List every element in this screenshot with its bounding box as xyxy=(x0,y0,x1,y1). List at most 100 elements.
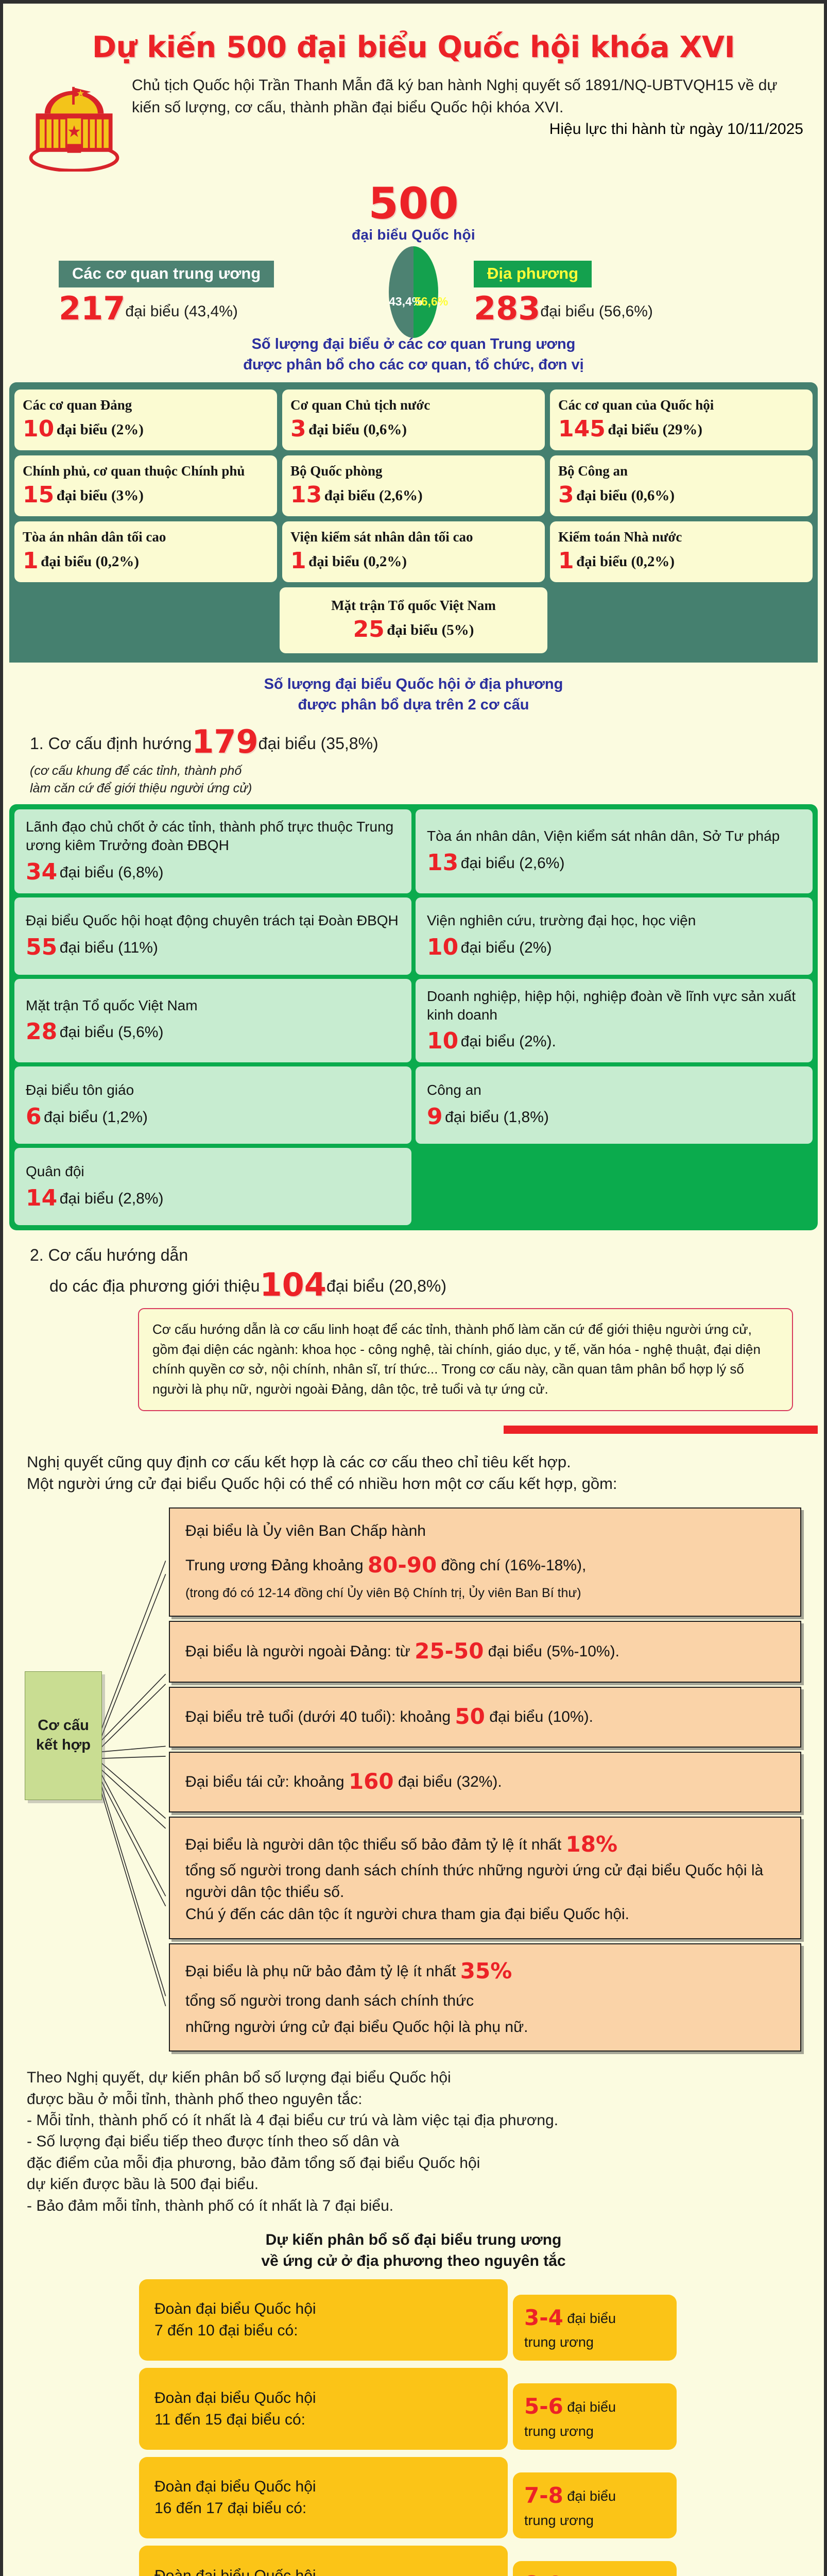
allocation-number: 5-6 xyxy=(524,2394,563,2419)
allocation-row: Đoàn đại biểu Quốc hội 16 đến 17 đại biể… xyxy=(27,2456,800,2539)
local-value: 283đại biểu (56,6%) xyxy=(474,290,762,327)
combined-item-line3: Chú ý đến các dân tộc ít người chưa tham… xyxy=(185,1905,630,1923)
directed-structure-grid: Lãnh đạo chủ chốt ở các tỉnh, thành phố … xyxy=(14,809,813,1226)
cell-label: Cơ quan Chủ tịch nước xyxy=(290,397,430,413)
directed-cell: Quân đội 14 đại biểu (2,8%) xyxy=(14,1148,411,1226)
structure2-number: 104 xyxy=(260,1266,326,1304)
central-cell: Viện kiểm sát nhân dân tối cao 1 đại biể… xyxy=(282,521,545,582)
central-cell: Các cơ quan Đảng 10 đại biểu (2%) xyxy=(14,389,277,450)
combined-item-line3: những người ứng cử đại biểu Quốc hội là … xyxy=(185,2018,528,2036)
cell-label: Tòa án nhân dân tối cao xyxy=(23,529,166,545)
split-central: Các cơ quan trung ương 217đại biểu (43,4… xyxy=(59,260,347,327)
local-heading-line2: được phân bổ dựa trên 2 cơ cấu xyxy=(298,696,529,713)
allocation-right-cell: 7-8 đại biểu trung ương xyxy=(513,2472,677,2539)
structure1-note-line2: làm căn cứ để giới thiệu người ứng cử) xyxy=(30,781,252,795)
central-wide-row: Mặt trận Tổ quốc Việt Nam 25 đại biểu (5… xyxy=(14,587,813,653)
combined-item: Đại biểu là Ủy viên Ban Chấp hành Trung … xyxy=(169,1507,801,1617)
title-section: Dự kiến 500 đại biểu Quốc hội khóa XVI xyxy=(3,4,824,67)
cell-text: đại biểu (2,8%) xyxy=(59,1190,164,1207)
allocation-right-cell: 8-9 đại biểu trung ương xyxy=(513,2561,677,2576)
combined-item-line1-pre: Đại biểu là phụ nữ bảo đảm tỷ lệ ít nhất xyxy=(185,1962,456,1980)
principles-line6: dự kiến được bầu là 500 đại biểu. xyxy=(27,2176,259,2193)
allocation-right-line1: đại biểu xyxy=(567,2310,616,2326)
principles-line5: đặc điểm của mỗi địa phương, bảo đảm tổn… xyxy=(27,2154,480,2172)
combined-item: Đại biểu trẻ tuổi (dưới 40 tuổi): khoảng… xyxy=(169,1687,801,1748)
allocation-right-cell: 5-6 đại biểu trung ương xyxy=(513,2383,677,2450)
cell-label: Bộ Công an xyxy=(558,463,628,479)
allocation-left-cell: Đoàn đại biểu Quốc hội 11 đến 15 đại biể… xyxy=(139,2368,508,2450)
intro-section: Chủ tịch Quốc hội Trần Thanh Mẫn đã ký b… xyxy=(3,67,824,174)
cell-text: đại biểu (0,2%) xyxy=(308,553,407,570)
local-text: đại biểu (56,6%) xyxy=(540,303,653,320)
structure1-number: 179 xyxy=(192,722,259,760)
allocation-left-line2: 16 đến 17 đại biểu có: xyxy=(154,2500,307,2517)
cell-text: đại biểu (0,6%) xyxy=(308,421,407,438)
allocation-row: Đoàn đại biểu Quốc hội 18 đến 19 đại biể… xyxy=(27,2546,800,2576)
structure2-line2-prefix: do các địa phương giới thiệu xyxy=(49,1277,260,1296)
central-cell: Bộ Công an 3 đại biểu (0,6%) xyxy=(550,455,813,516)
cell-number: 55 xyxy=(26,934,58,961)
allocation-row: Đoàn đại biểu Quốc hội 7 đến 10 đại biểu… xyxy=(27,2279,800,2361)
allocation-left-line1: Đoàn đại biểu Quốc hội xyxy=(154,2389,316,2406)
allocation-right-line2: trung ương xyxy=(524,2334,594,2350)
allocation-left-cell: Đoàn đại biểu Quốc hội 7 đến 10 đại biểu… xyxy=(139,2279,508,2361)
combined-item-line1-pre: Đại biểu tái cử: khoảng xyxy=(185,1773,344,1791)
cell-label: Viện nghiên cứu, trường đại học, học việ… xyxy=(427,912,696,929)
combined-item-highlight: 25-50 xyxy=(415,1638,484,1664)
structure2-prefix: 2. Cơ cấu hướng dẫn xyxy=(30,1246,188,1265)
cell-label: Các cơ quan Đảng xyxy=(23,397,132,413)
cell-number: 1 xyxy=(290,547,306,574)
cell-label: Mặt trận Tổ quốc Việt Nam xyxy=(26,997,198,1013)
central-agencies-grid: Các cơ quan Đảng 10 đại biểu (2%) Cơ qua… xyxy=(14,389,813,582)
cell-number: 145 xyxy=(558,415,606,442)
cell-text: đại biểu (2%) xyxy=(56,421,144,438)
allocation-left-line1: Đoàn đại biểu Quốc hội xyxy=(154,2300,316,2317)
structure1-prefix: 1. Cơ cấu định hướng xyxy=(30,734,192,753)
cell-text: đại biểu (2%) xyxy=(460,939,552,957)
cell-number: 6 xyxy=(26,1103,42,1130)
allocation-heading-line1: Dự kiến phân bổ số đại biểu trung ương xyxy=(265,2231,562,2249)
headline-section: 500 đại biểu Quốc hội xyxy=(3,182,824,243)
combined-node-label: Cơ cấu kết hợp xyxy=(36,1717,91,1754)
directed-cell: Viện nghiên cứu, trường đại học, học việ… xyxy=(416,897,813,975)
cell-text: đại biểu (1,8%) xyxy=(445,1108,549,1126)
cell-text: đại biểu (0,2%) xyxy=(41,553,140,570)
cell-number: 25 xyxy=(353,616,385,642)
central-cell: Cơ quan Chủ tịch nước 3 đại biểu (0,6%) xyxy=(282,389,545,450)
cell-text: đại biểu (0,6%) xyxy=(576,487,675,504)
central-value: 217đại biểu (43,4%) xyxy=(59,290,347,327)
cell-label: Quân đội xyxy=(26,1163,84,1179)
directed-structure-panel: Lãnh đạo chủ chốt ở các tỉnh, thành phố … xyxy=(9,804,818,1231)
combined-item-highlight: 50 xyxy=(455,1704,485,1730)
combined-intro-line2: Một người ứng cử đại biểu Quốc hội có th… xyxy=(27,1474,617,1493)
cell-label: Đại biểu tôn giáo xyxy=(26,1081,134,1098)
structure2-suffix: đại biểu (20,8%) xyxy=(326,1277,446,1296)
central-local-split: 43,4% 56,6% Các cơ quan trung ương 217đạ… xyxy=(3,246,824,338)
cell-number: 9 xyxy=(427,1103,443,1130)
central-agencies-panel: Các cơ quan Đảng 10 đại biểu (2%) Cơ qua… xyxy=(9,382,818,663)
central-cell: Chính phủ, cơ quan thuộc Chính phủ 15 đạ… xyxy=(14,455,277,516)
cell-number: 1 xyxy=(23,547,39,574)
cell-label: Công an xyxy=(427,1081,481,1098)
central-number: 217 xyxy=(59,290,126,328)
allocation-left-line2: 11 đến 15 đại biểu có: xyxy=(154,2411,306,2428)
pie-label-local: 56,6% xyxy=(415,294,449,308)
combined-intro: Nghị quyết cũng quy định cơ cấu kết hợp … xyxy=(27,1451,800,1494)
central-cell: Các cơ quan của Quốc hội 145 đại biểu (2… xyxy=(550,389,813,450)
structure1-note-line1: (cơ cấu khung để các tỉnh, thành phố xyxy=(30,764,242,778)
combined-item: Đại biểu là người dân tộc thiểu số bảo đ… xyxy=(169,1817,801,1939)
allocation-left-line1: Đoàn đại biểu Quốc hội xyxy=(154,2567,316,2576)
allocation-right-line1: đại biểu xyxy=(567,2488,616,2504)
cell-label: Mặt trận Tổ quốc Việt Nam xyxy=(331,597,496,613)
allocation-table: Đoàn đại biểu Quốc hội 7 đến 10 đại biểu… xyxy=(27,2279,800,2576)
directed-cell: Doanh nghiệp, hiệp hội, nghiệp đoàn về l… xyxy=(416,978,813,1063)
cell-number: 28 xyxy=(26,1019,58,1045)
combined-item-line1-pre: Đại biểu là người dân tộc thiểu số bảo đ… xyxy=(185,1836,562,1854)
central-text: đại biểu (43,4%) xyxy=(125,303,238,320)
cell-text: đại biểu (2,6%) xyxy=(324,487,423,504)
principles-line2: được bầu ở mỗi tỉnh, thành phố theo nguy… xyxy=(27,2090,363,2108)
cell-number: 3 xyxy=(558,481,574,508)
principles-paragraph: Theo Nghị quyết, dự kiến phân bổ số lượn… xyxy=(27,2067,800,2216)
combined-item-line1-post: đại biểu (5%-10%). xyxy=(488,1643,619,1660)
combined-item-highlight: 160 xyxy=(348,1769,394,1794)
